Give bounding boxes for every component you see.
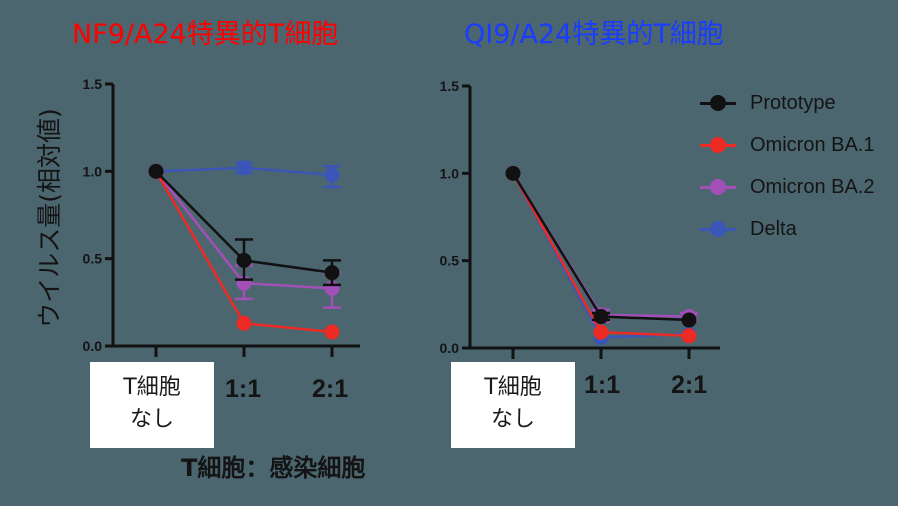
y-tick-label: 1.0: [440, 165, 460, 181]
legend-marker-icon: [700, 219, 736, 239]
left-x-label-1to1: 1:1: [225, 375, 262, 403]
legend-marker-icon: [700, 135, 736, 155]
data-point: [324, 167, 340, 183]
legend-item-prototype: Prototype: [700, 82, 874, 124]
data-point: [236, 160, 252, 176]
legend-item-delta: Delta: [700, 208, 874, 250]
data-point: [324, 324, 340, 340]
legend-label: Omicron BA.2: [750, 175, 875, 198]
y-tick-label: 0.0: [83, 338, 103, 354]
data-point: [505, 165, 521, 181]
y-tick-label: 0.5: [440, 253, 460, 269]
data-point: [681, 328, 697, 344]
data-point: [236, 252, 252, 268]
right-x-label-no-tcell: T細胞 なし: [451, 362, 575, 448]
left-x-label-2to1: 2:1: [312, 375, 349, 403]
right-x-label-1to1: 1:1: [584, 371, 621, 399]
y-tick-label: 1.5: [83, 76, 103, 92]
no-tcell-line2: なし: [490, 407, 535, 432]
legend-label: Prototype: [750, 91, 836, 114]
y-tick-label: 0.5: [83, 251, 103, 267]
series-line-omicron-ba-2: [511, 172, 690, 318]
y-tick-label: 0.0: [440, 340, 460, 356]
left-x-label-no-tcell: T細胞 なし: [90, 362, 214, 448]
legend-label: Omicron BA.1: [750, 133, 875, 156]
no-tcell-line1: T細胞: [484, 375, 542, 400]
legend-label: Delta: [750, 217, 797, 240]
right-x-label-2to1: 2:1: [671, 371, 708, 399]
legend-marker-icon: [700, 93, 736, 113]
data-point: [324, 265, 340, 281]
x-axis-label: T細胞：感染細胞: [181, 454, 366, 482]
legend: Prototype Omicron BA.1 Omicron BA.2 Delt…: [700, 82, 874, 250]
no-tcell-line1: T細胞: [123, 375, 181, 400]
legend-marker-icon: [700, 177, 736, 197]
right-chart-title: QI9/A24特異的T細胞: [464, 19, 724, 50]
y-tick-label: 1.0: [83, 163, 103, 179]
data-point: [593, 309, 609, 325]
legend-item-omicron-ba2: Omicron BA.2: [700, 166, 874, 208]
data-point: [236, 315, 252, 331]
left-chart-title: NF9/A24特異的T細胞: [72, 19, 339, 50]
data-point: [593, 324, 609, 340]
series-line-prototype: [511, 172, 690, 322]
no-tcell-line2: なし: [129, 407, 174, 432]
legend-item-omicron-ba1: Omicron BA.1: [700, 124, 874, 166]
y-tick-label: 1.5: [440, 78, 460, 94]
data-point: [681, 312, 697, 328]
data-point: [148, 163, 164, 179]
